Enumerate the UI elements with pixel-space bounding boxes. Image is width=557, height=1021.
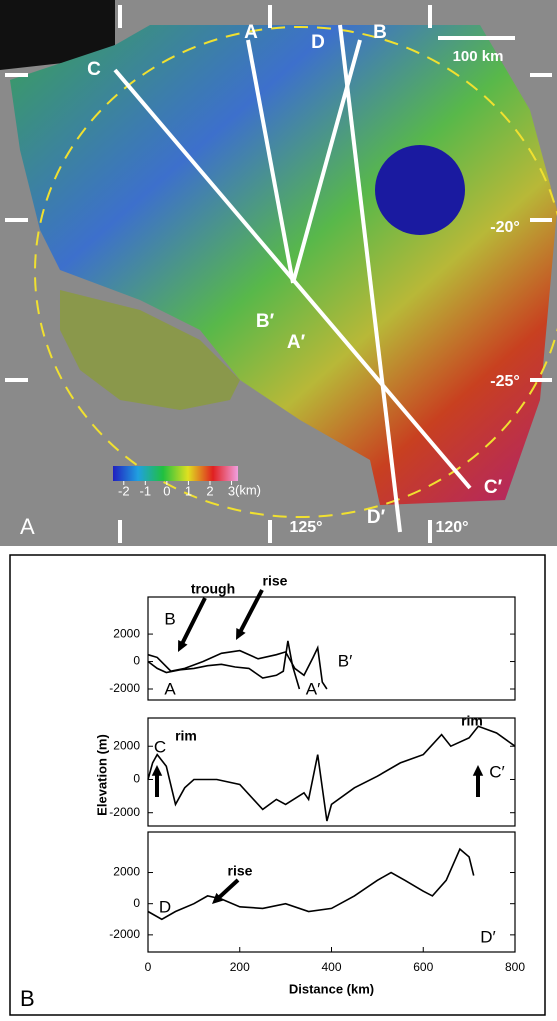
line-label: D: [311, 32, 325, 53]
arrow: [178, 597, 207, 648]
x-tick-label: 200: [230, 960, 250, 974]
longitude-label: 120°: [435, 519, 468, 536]
annotation: C′: [489, 762, 504, 781]
profile-lines: [113, 24, 472, 533]
arrow-head: [236, 628, 246, 640]
y-tick-label: 0: [133, 896, 140, 910]
annotation: A: [164, 679, 176, 698]
y-tick-label: -2000: [109, 681, 140, 695]
panel-label: B: [20, 986, 35, 1011]
line-label: B: [373, 22, 387, 43]
arrow-head: [178, 640, 188, 652]
profile-line: [113, 68, 472, 490]
annotation: C: [154, 737, 166, 756]
scale-bar-label: 100 km: [453, 48, 504, 65]
y-tick-label: 2000: [113, 626, 140, 640]
colorbar-tick-label: -2: [118, 483, 130, 498]
topography-lobe: [60, 290, 240, 410]
y-tick-label: 2000: [113, 738, 140, 752]
plot-frame: [147, 596, 516, 701]
latitude-label: -25°: [490, 373, 520, 390]
line-label: C: [87, 59, 101, 80]
line-label: D′: [367, 507, 386, 528]
arrow-head: [151, 765, 163, 776]
annotation: D: [159, 897, 171, 916]
profile-line: [291, 39, 362, 284]
annotation: B′: [338, 651, 353, 670]
x-tick-label: 800: [505, 960, 525, 974]
annotation: rim: [461, 713, 483, 729]
colorbar-tick-label: 1: [185, 483, 192, 498]
y-tick-label: -2000: [109, 805, 140, 819]
annotation: rise: [228, 863, 253, 879]
profile-line: [246, 39, 295, 284]
line-label: A′: [287, 332, 306, 353]
latitude-label: -20°: [490, 219, 520, 236]
profile-panel: [9, 554, 546, 1016]
y-tick-label: 2000: [113, 865, 140, 879]
line-label: B′: [256, 311, 275, 332]
x-tick-label: 0: [145, 960, 152, 974]
annotation: B: [164, 609, 175, 628]
topography: [10, 25, 557, 505]
arrow-head: [472, 765, 484, 776]
x-axis-label: Distance (km): [289, 981, 374, 996]
colorbar: [113, 466, 238, 481]
profile-line: [147, 847, 475, 921]
profile-line: [147, 725, 516, 822]
y-tick-label: 0: [133, 654, 140, 668]
colorbar-tick-label: 0: [163, 483, 170, 498]
map-panel: C A D B B′ A′ C′ D′ 100 km -20° -25° 125…: [0, 0, 557, 546]
line-label: C′: [484, 477, 503, 498]
y-tick-label: 0: [133, 772, 140, 786]
crater: [375, 145, 465, 235]
basin-rim: [34, 26, 557, 518]
x-tick-label: 600: [413, 960, 433, 974]
panel-label: A: [20, 514, 35, 539]
arrow: [215, 878, 240, 902]
no-data: [0, 0, 115, 70]
plot-frame: [147, 717, 516, 827]
colorbar-tick-label: 2: [206, 483, 213, 498]
annotation: rise: [263, 573, 288, 589]
frame-ticks: [5, 5, 552, 543]
annotation: rim: [175, 728, 197, 744]
profile-line: [147, 645, 328, 690]
arrow: [236, 589, 264, 636]
annotation: A′: [306, 679, 321, 698]
annotation: D′: [480, 927, 495, 946]
profile-line: [338, 24, 402, 533]
line-label: A: [244, 22, 258, 43]
longitude-label: 125°: [289, 519, 322, 536]
y-tick-label: -2000: [109, 927, 140, 941]
y-axis-label: Elevation (m): [94, 734, 109, 816]
arrow-head: [212, 892, 224, 904]
colorbar-unit: (km): [235, 482, 261, 497]
colorbar-tick-label: 3: [228, 483, 235, 498]
x-tick-label: 400: [321, 960, 341, 974]
colorbar-tick-label: -1: [140, 483, 152, 498]
annotation: trough: [191, 581, 235, 597]
